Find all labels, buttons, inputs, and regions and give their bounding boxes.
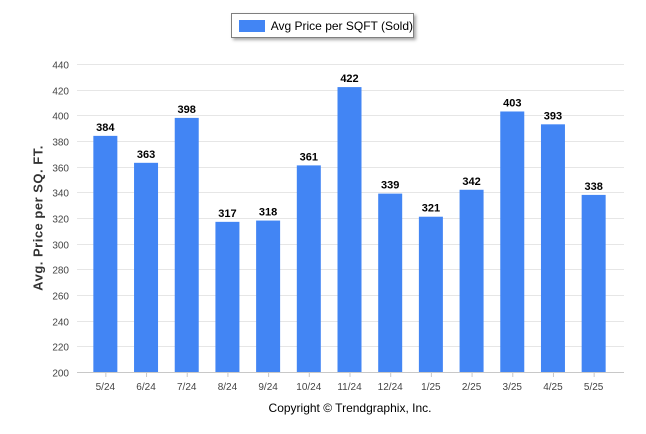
x-tick-label: 12/24 <box>378 382 403 393</box>
y-tick-label: 220 <box>52 343 69 354</box>
x-tick-label: 1/25 <box>421 382 441 393</box>
bar <box>215 221 240 372</box>
bar <box>378 193 403 372</box>
x-tick-label: 2/25 <box>462 382 482 393</box>
data-label: 318 <box>259 207 277 219</box>
y-axis-label: Avg. Price per SQ. FT. <box>30 145 46 291</box>
legend-label: Avg Price per SQFT (Sold) <box>270 18 413 33</box>
x-tick-label: 10/24 <box>296 382 321 393</box>
x-tick-label: 6/24 <box>136 382 156 393</box>
y-tick-label: 200 <box>52 369 69 380</box>
y-tick-label: 260 <box>52 292 69 303</box>
x-tick-label: 8/24 <box>218 382 238 393</box>
y-axis-ticks: 200 220 240 260 280 300 320 340 360 380 400 420 440 <box>52 61 69 380</box>
data-label: 403 <box>503 97 521 109</box>
x-axis-ticks: 5/24 6/24 7/24 8/24 9/24 10/24 11/24 12/24 1/25 2… <box>96 372 604 393</box>
y-tick-label: 400 <box>52 112 69 123</box>
data-label: 321 <box>422 203 440 215</box>
bar <box>296 165 321 372</box>
bar <box>256 220 281 372</box>
x-tick-label: 7/24 <box>177 382 197 393</box>
bar <box>581 194 606 372</box>
data-label: 422 <box>340 73 358 85</box>
bar <box>500 111 525 372</box>
y-tick-label: 380 <box>52 138 69 149</box>
bar <box>134 162 159 372</box>
x-tick-label: 9/24 <box>258 382 278 393</box>
y-tick-label: 420 <box>52 87 69 98</box>
data-label: 361 <box>300 151 318 163</box>
x-tick-label: 5/25 <box>584 382 604 393</box>
y-tick-label: 240 <box>52 318 69 329</box>
data-label: 393 <box>544 110 562 122</box>
data-label: 363 <box>137 149 155 161</box>
bar <box>174 117 199 373</box>
y-tick-label: 320 <box>52 215 69 226</box>
data-label: 317 <box>218 208 236 220</box>
y-tick-label: 360 <box>52 164 69 175</box>
bar <box>93 135 118 372</box>
data-label: 338 <box>584 181 602 193</box>
y-tick-label: 340 <box>52 189 69 200</box>
data-label: 384 <box>96 122 115 134</box>
bar <box>459 189 484 372</box>
legend: Avg Price per SQFT (Sold) <box>231 13 414 38</box>
data-label: 342 <box>462 176 480 188</box>
y-tick-label: 280 <box>52 266 69 277</box>
copyright: Copyright © Trendgraphix, Inc. <box>268 401 432 415</box>
y-tick-label: 300 <box>52 241 69 252</box>
bar <box>418 216 443 372</box>
bar <box>337 87 362 372</box>
legend-swatch <box>239 19 265 32</box>
x-tick-label: 3/25 <box>503 382 523 393</box>
x-tick-label: 11/24 <box>337 382 362 393</box>
x-tick-label: 4/25 <box>543 382 563 393</box>
bar <box>540 124 565 372</box>
bars: 384 363 398 317 318 361 422 339 321 342 403 393 338 <box>93 73 606 373</box>
data-label: 339 <box>381 180 399 192</box>
x-tick-label: 5/24 <box>96 382 116 393</box>
data-label: 398 <box>178 104 196 116</box>
y-tick-label: 440 <box>52 61 69 72</box>
